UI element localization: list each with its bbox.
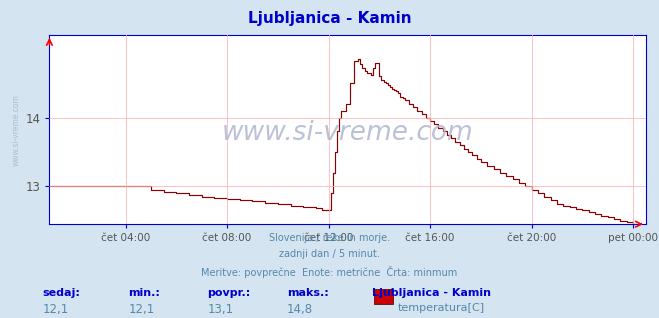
Text: maks.:: maks.: bbox=[287, 288, 328, 298]
Text: zadnji dan / 5 minut.: zadnji dan / 5 minut. bbox=[279, 249, 380, 259]
Text: sedaj:: sedaj: bbox=[43, 288, 80, 298]
Text: Ljubljanica - Kamin: Ljubljanica - Kamin bbox=[372, 288, 492, 298]
Text: 13,1: 13,1 bbox=[208, 303, 234, 316]
Text: povpr.:: povpr.: bbox=[208, 288, 251, 298]
Text: www.si-vreme.com: www.si-vreme.com bbox=[221, 121, 474, 146]
Text: min.:: min.: bbox=[129, 288, 160, 298]
Text: 14,8: 14,8 bbox=[287, 303, 313, 316]
Text: 12,1: 12,1 bbox=[43, 303, 69, 316]
Text: 12,1: 12,1 bbox=[129, 303, 155, 316]
Text: www.si-vreme.com: www.si-vreme.com bbox=[12, 93, 21, 166]
Text: Meritve: povprečne  Enote: metrične  Črta: minmum: Meritve: povprečne Enote: metrične Črta:… bbox=[202, 266, 457, 278]
Text: Slovenija / reke in morje.: Slovenija / reke in morje. bbox=[269, 233, 390, 243]
Text: Ljubljanica - Kamin: Ljubljanica - Kamin bbox=[248, 11, 411, 26]
Text: temperatura[C]: temperatura[C] bbox=[397, 303, 484, 313]
